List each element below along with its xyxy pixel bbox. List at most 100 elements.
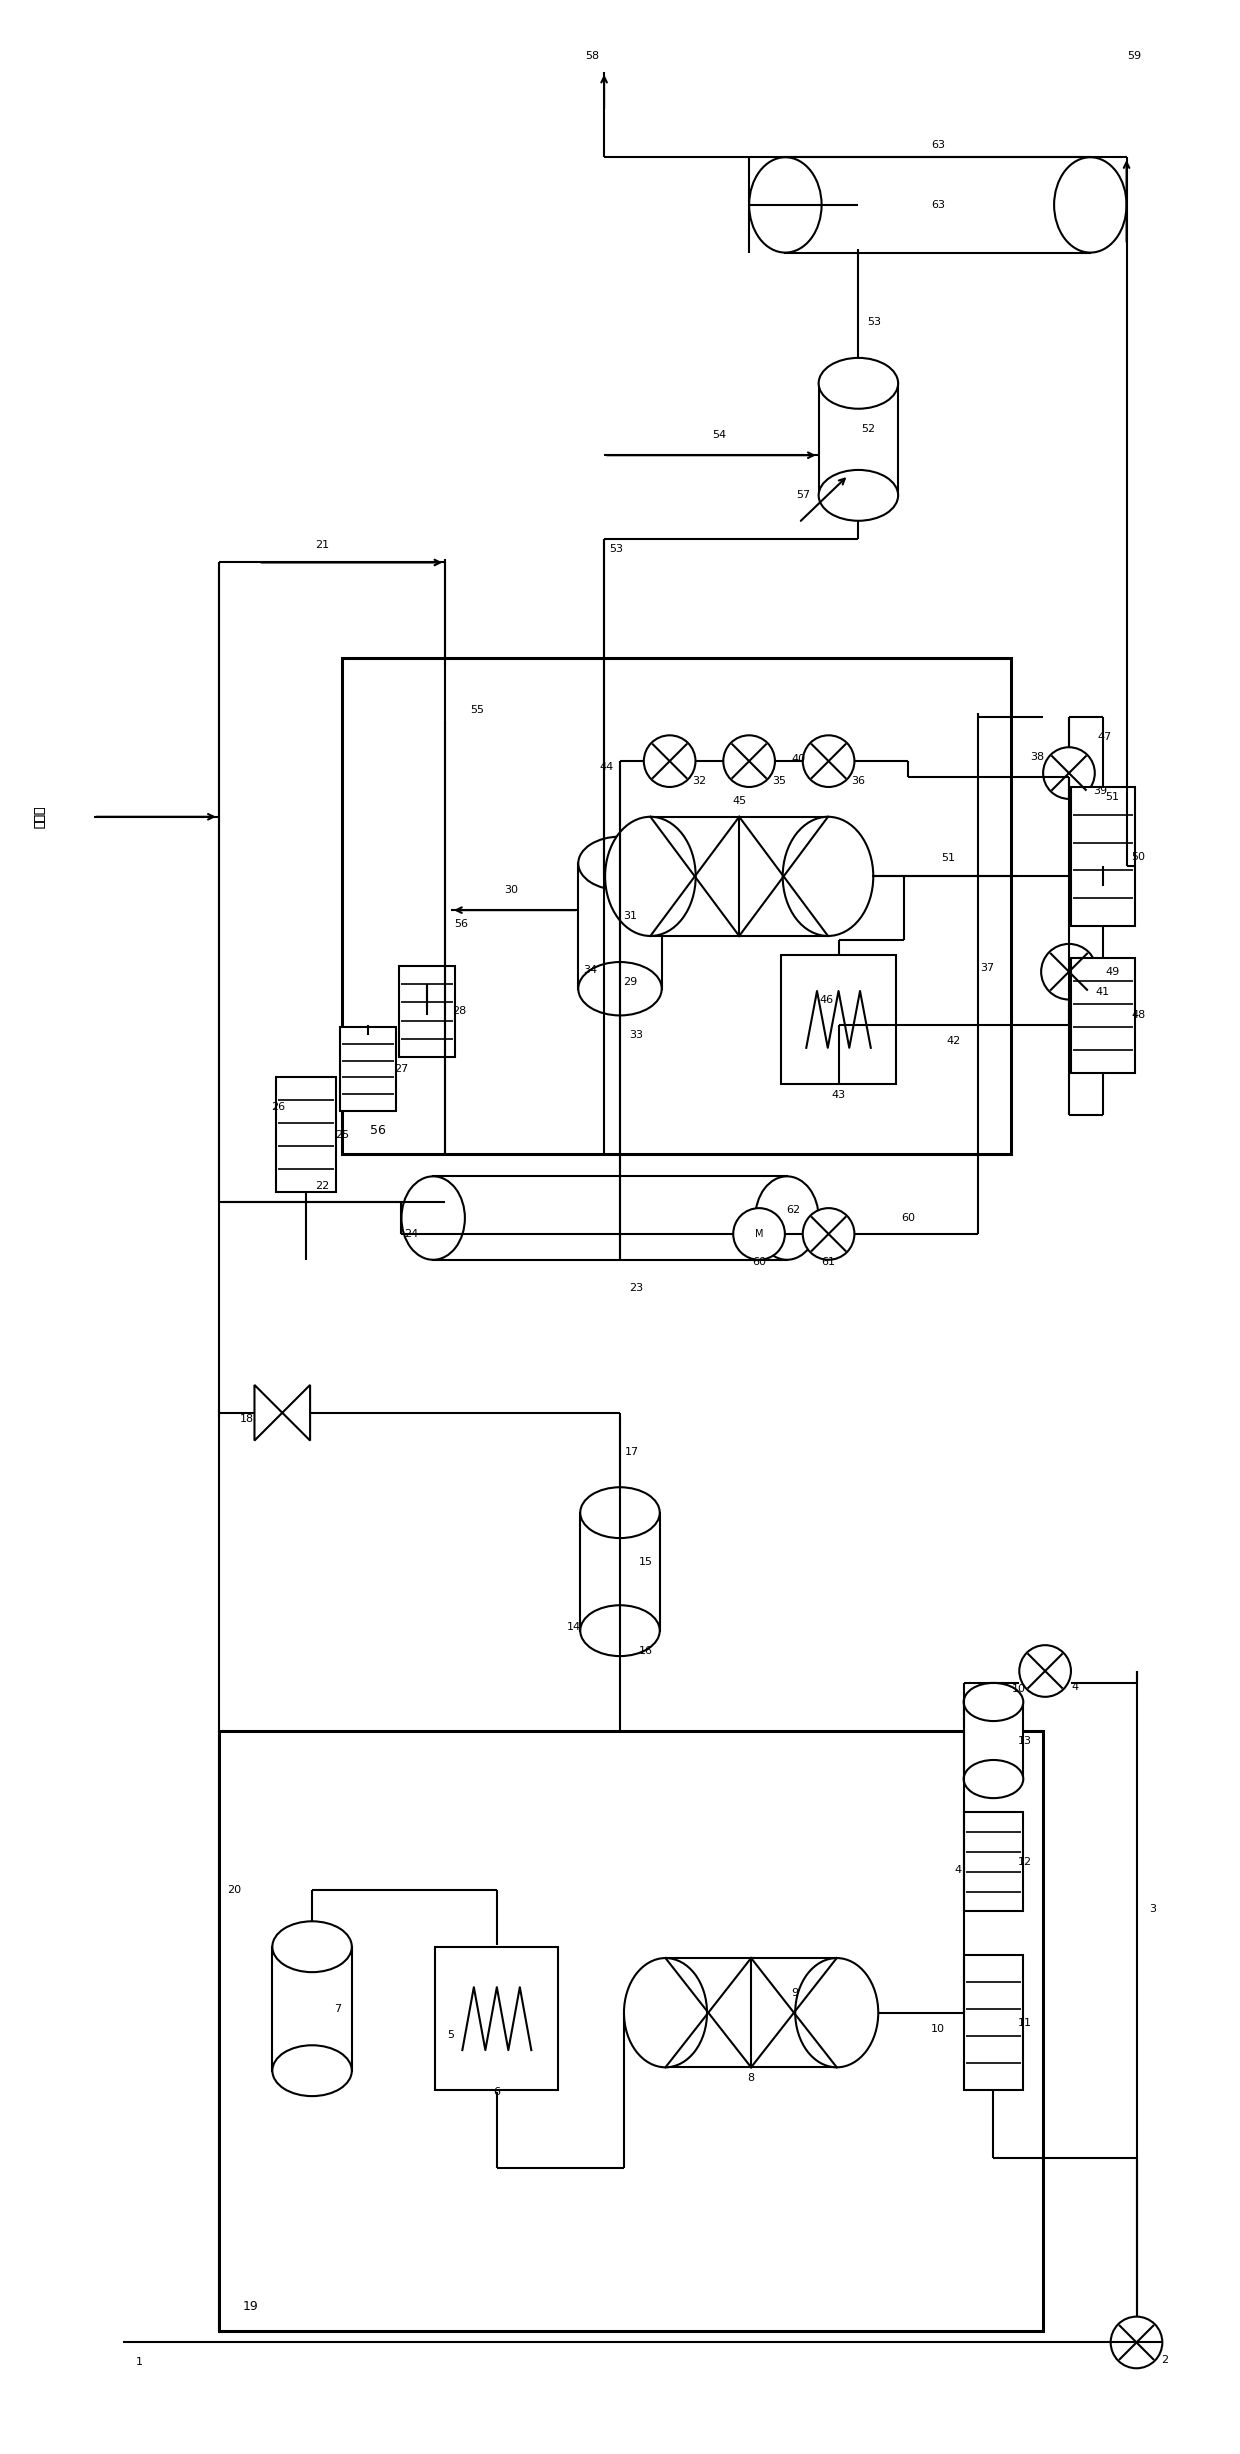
- Text: 14: 14: [567, 1622, 582, 1632]
- Polygon shape: [254, 1384, 283, 1440]
- Text: 15: 15: [639, 1556, 652, 1566]
- Text: 56: 56: [370, 1124, 386, 1136]
- Bar: [435, 1946, 558, 2091]
- Text: 28: 28: [451, 1006, 466, 1016]
- Text: 44: 44: [599, 763, 614, 773]
- Text: 53: 53: [867, 317, 882, 326]
- Text: 4: 4: [1071, 1681, 1079, 1691]
- Text: 6: 6: [494, 2088, 500, 2098]
- Bar: [1071, 957, 1135, 1072]
- Text: 22: 22: [315, 1180, 329, 1190]
- Bar: [818, 383, 898, 496]
- Text: 45: 45: [732, 795, 746, 805]
- Text: 56: 56: [454, 920, 467, 930]
- Ellipse shape: [273, 2044, 352, 2096]
- Text: 7: 7: [335, 2005, 341, 2015]
- Ellipse shape: [578, 837, 662, 891]
- Circle shape: [1043, 748, 1095, 800]
- Text: 12: 12: [1018, 1858, 1033, 1867]
- Bar: [399, 967, 455, 1058]
- Text: 60: 60: [751, 1256, 766, 1266]
- Text: 25: 25: [335, 1129, 348, 1139]
- Text: 32: 32: [692, 775, 707, 785]
- Text: 62: 62: [786, 1205, 800, 1215]
- Text: 31: 31: [622, 910, 637, 920]
- Text: M: M: [755, 1229, 764, 1239]
- Ellipse shape: [749, 157, 822, 253]
- Text: 24: 24: [404, 1229, 419, 1239]
- Text: 2: 2: [1161, 2356, 1168, 2366]
- Text: 63: 63: [931, 140, 945, 150]
- Bar: [1071, 788, 1135, 925]
- Bar: [785, 157, 1090, 253]
- Text: 57: 57: [796, 491, 810, 501]
- Text: 5: 5: [448, 2029, 455, 2039]
- Bar: [342, 658, 1012, 1153]
- Text: 13: 13: [1018, 1735, 1032, 1745]
- Text: 59: 59: [1127, 52, 1142, 61]
- Polygon shape: [418, 665, 445, 721]
- Ellipse shape: [605, 817, 696, 935]
- Text: 18: 18: [239, 1414, 254, 1423]
- Bar: [277, 1077, 336, 1193]
- Text: 47: 47: [1097, 731, 1112, 741]
- Text: 63: 63: [931, 199, 945, 211]
- Text: 33: 33: [629, 1031, 642, 1040]
- Text: 42: 42: [946, 1036, 961, 1045]
- Text: 60: 60: [901, 1212, 915, 1222]
- Circle shape: [1019, 1644, 1071, 1696]
- Text: 40: 40: [791, 753, 806, 763]
- Text: 19: 19: [243, 2299, 258, 2314]
- Text: 53: 53: [609, 545, 622, 555]
- Ellipse shape: [402, 1175, 465, 1259]
- Ellipse shape: [580, 1487, 660, 1539]
- Text: 23: 23: [629, 1283, 644, 1293]
- Bar: [433, 1175, 787, 1259]
- Ellipse shape: [795, 1958, 878, 2066]
- Text: 54: 54: [712, 429, 727, 439]
- Text: 补充氢: 补充氢: [33, 805, 46, 827]
- Text: 30: 30: [503, 886, 518, 896]
- Polygon shape: [283, 1384, 310, 1440]
- Ellipse shape: [273, 1921, 352, 1973]
- Ellipse shape: [818, 469, 898, 520]
- Text: 58: 58: [585, 52, 599, 61]
- Text: 20: 20: [228, 1885, 242, 1894]
- Bar: [963, 1811, 1023, 1912]
- Ellipse shape: [963, 1683, 1023, 1720]
- Text: 52: 52: [862, 425, 875, 434]
- Bar: [781, 955, 897, 1085]
- Text: 55: 55: [470, 704, 484, 714]
- Text: 27: 27: [394, 1065, 409, 1075]
- Bar: [666, 1958, 837, 2066]
- Text: 51: 51: [1106, 793, 1120, 802]
- Polygon shape: [445, 665, 472, 721]
- Text: 10: 10: [931, 2025, 945, 2034]
- Text: 35: 35: [773, 775, 786, 785]
- Ellipse shape: [580, 1605, 660, 1656]
- Bar: [580, 1512, 660, 1629]
- Ellipse shape: [782, 817, 873, 935]
- Bar: [963, 1956, 1023, 2091]
- Circle shape: [723, 736, 775, 788]
- Text: 48: 48: [1131, 1011, 1146, 1021]
- Ellipse shape: [578, 962, 662, 1016]
- Text: 49: 49: [1106, 967, 1120, 977]
- Ellipse shape: [755, 1175, 818, 1259]
- Text: 21: 21: [315, 540, 329, 550]
- Text: 51: 51: [941, 854, 955, 864]
- Bar: [578, 864, 662, 989]
- Text: 17: 17: [625, 1448, 639, 1458]
- Text: 8: 8: [748, 2074, 755, 2083]
- Text: 36: 36: [852, 775, 866, 785]
- Bar: [273, 1946, 352, 2071]
- Text: 16: 16: [639, 1647, 652, 1656]
- Text: 10: 10: [1012, 1683, 1027, 1693]
- Text: 9: 9: [791, 1988, 799, 1998]
- Text: 38: 38: [1030, 753, 1044, 763]
- Circle shape: [802, 1207, 854, 1259]
- Text: 46: 46: [820, 994, 833, 1004]
- Circle shape: [644, 736, 696, 788]
- Circle shape: [1042, 945, 1096, 999]
- Text: 4: 4: [954, 1865, 961, 1875]
